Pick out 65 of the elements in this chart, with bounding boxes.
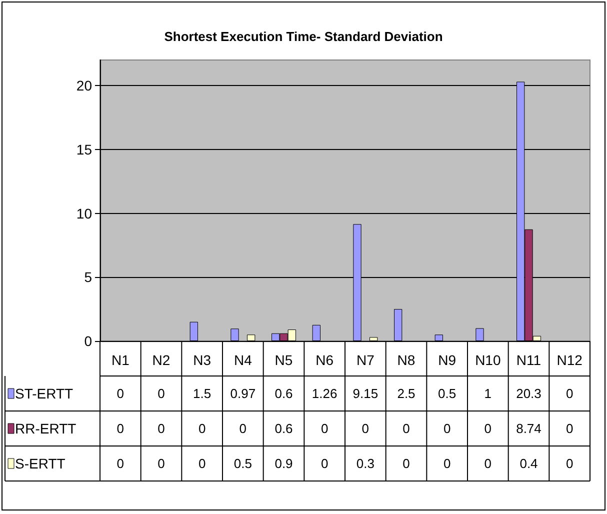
data-label: 0 [566, 386, 574, 401]
data-label: 0 [198, 421, 206, 436]
bar [476, 328, 484, 341]
x-tick-label: N12 [556, 352, 583, 368]
data-label: 0.97 [230, 386, 256, 401]
bar [230, 328, 239, 341]
data-label: 0 [443, 421, 451, 436]
bar [312, 324, 320, 341]
x-tick-label: N8 [397, 352, 416, 368]
x-tick-label: N7 [356, 352, 375, 368]
data-label: 0 [566, 421, 574, 436]
x-tick-label: N2 [152, 352, 170, 368]
x-tick-label: N6 [316, 352, 334, 368]
data-label: 0 [158, 386, 165, 401]
x-tick-label: N9 [438, 352, 456, 368]
data-label: 0.5 [234, 456, 252, 471]
legend-label: RR-ERTT [15, 420, 77, 436]
chart-title: Shortest Execution Time- Standard Deviation [164, 29, 443, 44]
data-label: 0 [402, 456, 410, 471]
x-tick-label: N10 [475, 352, 501, 368]
data-label: 0 [320, 456, 328, 471]
data-label: 0 [116, 421, 124, 436]
legend-label: S-ERTT [15, 456, 66, 472]
data-label: 0.3 [356, 456, 374, 471]
data-label: 1.5 [193, 386, 212, 401]
data-label: 0 [158, 456, 165, 471]
data-label: 0 [402, 421, 410, 436]
data-label: 0 [116, 456, 124, 471]
bar [370, 337, 378, 341]
data-label: 9.15 [352, 386, 378, 401]
data-label: 0 [362, 421, 370, 436]
data-label: 1.26 [312, 386, 338, 401]
y-tick-label: 10 [76, 205, 92, 222]
y-tick-label: 15 [76, 141, 92, 158]
data-label: 0 [239, 421, 247, 436]
y-tick-label: 5 [84, 269, 92, 286]
data-label: 0 [484, 456, 492, 471]
data-label: 1 [484, 386, 492, 401]
y-tick-label: 20 [76, 78, 92, 94]
data-label: 0 [198, 456, 206, 471]
bar [190, 322, 198, 341]
x-tick-label: N3 [193, 352, 212, 368]
data-label: 0 [566, 456, 574, 471]
bar [434, 334, 443, 341]
x-tick-label: N5 [274, 352, 293, 368]
data-label: 20.3 [516, 386, 542, 401]
bar [247, 334, 256, 341]
data-label: 0 [116, 386, 124, 401]
data-label: 0.5 [438, 386, 456, 401]
bar [394, 309, 402, 341]
x-tick-label: N4 [234, 352, 252, 368]
x-tick-label: N1 [111, 352, 130, 368]
x-tick-label: N11 [516, 352, 542, 368]
data-label: 0 [443, 456, 451, 471]
data-label: 0 [320, 421, 328, 436]
y-tick-label: 0 [84, 333, 92, 349]
legend-label: ST-ERTT [15, 386, 74, 402]
data-label: 2.5 [397, 386, 416, 401]
data-label: 0.6 [274, 421, 293, 436]
data-label: 0.9 [274, 456, 293, 471]
data-label: 0 [484, 421, 492, 436]
data-label: 0.6 [274, 386, 293, 401]
data-label: 0.4 [520, 456, 538, 471]
data-label: 8.74 [516, 421, 542, 436]
data-label: 0 [158, 421, 165, 436]
